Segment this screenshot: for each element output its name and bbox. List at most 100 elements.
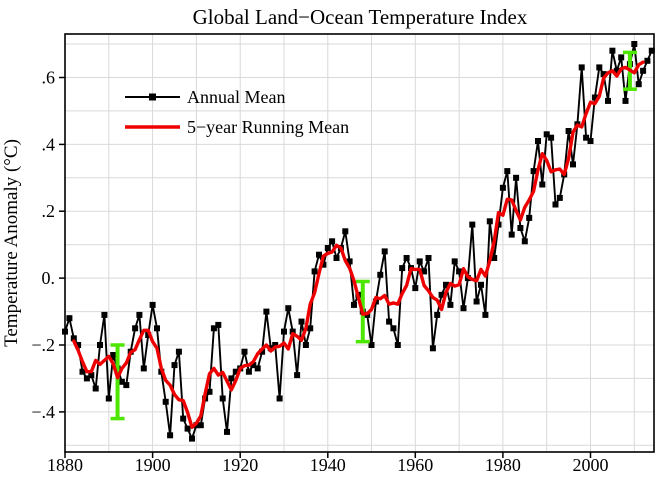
annual-mean-point xyxy=(377,271,384,278)
annual-mean-point xyxy=(482,311,489,318)
annual-mean-point xyxy=(123,382,130,389)
annual-mean-point xyxy=(530,168,537,175)
legend-annual-label: Annual Mean xyxy=(187,87,285,107)
annual-mean-point xyxy=(333,255,340,261)
annual-mean-point xyxy=(101,311,108,318)
y-tick-label: 0. xyxy=(42,268,56,288)
annual-mean-point xyxy=(294,372,301,379)
annual-mean-point xyxy=(438,291,445,298)
annual-mean-point xyxy=(578,64,585,71)
annual-mean-point xyxy=(259,348,266,355)
chart-title: Global Land−Ocean Temperature Index xyxy=(193,5,528,29)
annual-mean-point xyxy=(105,395,112,402)
annual-mean-point xyxy=(83,375,90,382)
annual-mean-point xyxy=(644,57,651,64)
annual-mean-series xyxy=(62,41,655,442)
annual-mean-point xyxy=(421,268,428,275)
annual-mean-point xyxy=(556,194,563,201)
annual-mean-point xyxy=(429,345,436,352)
annual-mean-point xyxy=(381,248,388,255)
annual-mean-point xyxy=(491,255,498,261)
annual-mean-point xyxy=(254,365,261,372)
annual-mean-point xyxy=(591,94,598,101)
annual-mean-point xyxy=(526,214,533,221)
annual-mean-point xyxy=(600,71,607,78)
y-tick-label: .2 xyxy=(42,201,56,221)
annual-mean-point xyxy=(513,174,520,181)
annual-mean-point xyxy=(97,342,103,348)
annual-mean-point xyxy=(167,432,174,439)
running-mean-line xyxy=(72,60,645,429)
annual-mean-point xyxy=(521,238,528,245)
x-tick-label: 2000 xyxy=(573,455,609,474)
annual-mean-point xyxy=(110,352,117,358)
annual-mean-point xyxy=(443,281,449,288)
y-tick-label: .4 xyxy=(42,134,56,154)
annual-mean-point xyxy=(250,362,257,369)
annual-mean-point xyxy=(394,342,401,348)
annual-mean-point xyxy=(609,47,616,54)
annual-mean-point xyxy=(162,398,169,405)
annual-mean-point xyxy=(184,425,191,432)
axis-tick-labels: 1880 1900 1920 1940 1960 1980 2000 −.4 −.2 0. .2 .4… xyxy=(31,68,609,476)
uncertainty-bar xyxy=(110,343,125,421)
annual-mean-point xyxy=(88,372,95,379)
y-axis-label: Temperature Anomaly (°C) xyxy=(1,139,22,347)
axis-ticks xyxy=(59,76,592,458)
x-tick-label: 1900 xyxy=(135,455,171,474)
annual-mean-point xyxy=(517,225,524,231)
x-tick-label: 1920 xyxy=(222,455,258,474)
annual-mean-point xyxy=(456,268,463,275)
annual-mean-point xyxy=(316,251,322,258)
annual-mean-point xyxy=(451,258,458,265)
annual-mean-point xyxy=(136,311,143,318)
annual-mean-point xyxy=(245,368,252,375)
y-tick-label: −.2 xyxy=(31,335,55,355)
annual-mean-point xyxy=(149,301,156,308)
annual-mean-point xyxy=(342,228,349,235)
annual-mean-point xyxy=(543,131,550,138)
annual-mean-point xyxy=(154,325,160,332)
annual-mean-point xyxy=(70,335,77,342)
annual-mean-point xyxy=(548,134,555,141)
plot-frame xyxy=(64,33,655,453)
annual-mean-point xyxy=(570,161,576,168)
annual-mean-point xyxy=(539,181,546,188)
annual-mean-point xyxy=(132,325,139,332)
x-tick-label: 1980 xyxy=(485,455,521,474)
annual-mean-point xyxy=(495,221,502,228)
annual-mean-point xyxy=(447,301,454,308)
annual-mean-point xyxy=(324,245,331,251)
annual-mean-point xyxy=(210,325,217,332)
annual-mean-point xyxy=(631,41,638,47)
annual-mean-point xyxy=(206,388,213,395)
annual-mean-point xyxy=(473,298,480,305)
annual-mean-point xyxy=(311,268,318,275)
annual-mean-point xyxy=(329,238,336,245)
annual-mean-point xyxy=(478,281,484,288)
annual-mean-point xyxy=(351,301,357,308)
annual-mean-point xyxy=(232,368,239,375)
annual-mean-point xyxy=(289,328,296,335)
annual-mean-point xyxy=(640,67,647,74)
annual-mean-point xyxy=(281,328,287,335)
x-tick-label: 1880 xyxy=(47,455,83,474)
annual-mean-point xyxy=(605,97,611,104)
annual-mean-point xyxy=(386,318,393,325)
annual-mean-point xyxy=(499,184,506,191)
annual-mean-point xyxy=(434,311,441,318)
annual-mean-point xyxy=(140,365,147,372)
y-tick-label: −.4 xyxy=(31,402,55,422)
annual-mean-point xyxy=(92,385,99,392)
annual-mean-point xyxy=(508,231,515,238)
annual-mean-point xyxy=(175,348,182,355)
annual-mean-point xyxy=(648,47,655,54)
annual-mean-point xyxy=(504,168,511,175)
annual-mean-point xyxy=(460,305,467,312)
annual-mean-point xyxy=(416,258,423,265)
annual-mean-point xyxy=(224,428,230,435)
annual-mean-point xyxy=(618,54,625,61)
annual-mean-point xyxy=(118,378,125,385)
annual-mean-point xyxy=(79,368,86,375)
